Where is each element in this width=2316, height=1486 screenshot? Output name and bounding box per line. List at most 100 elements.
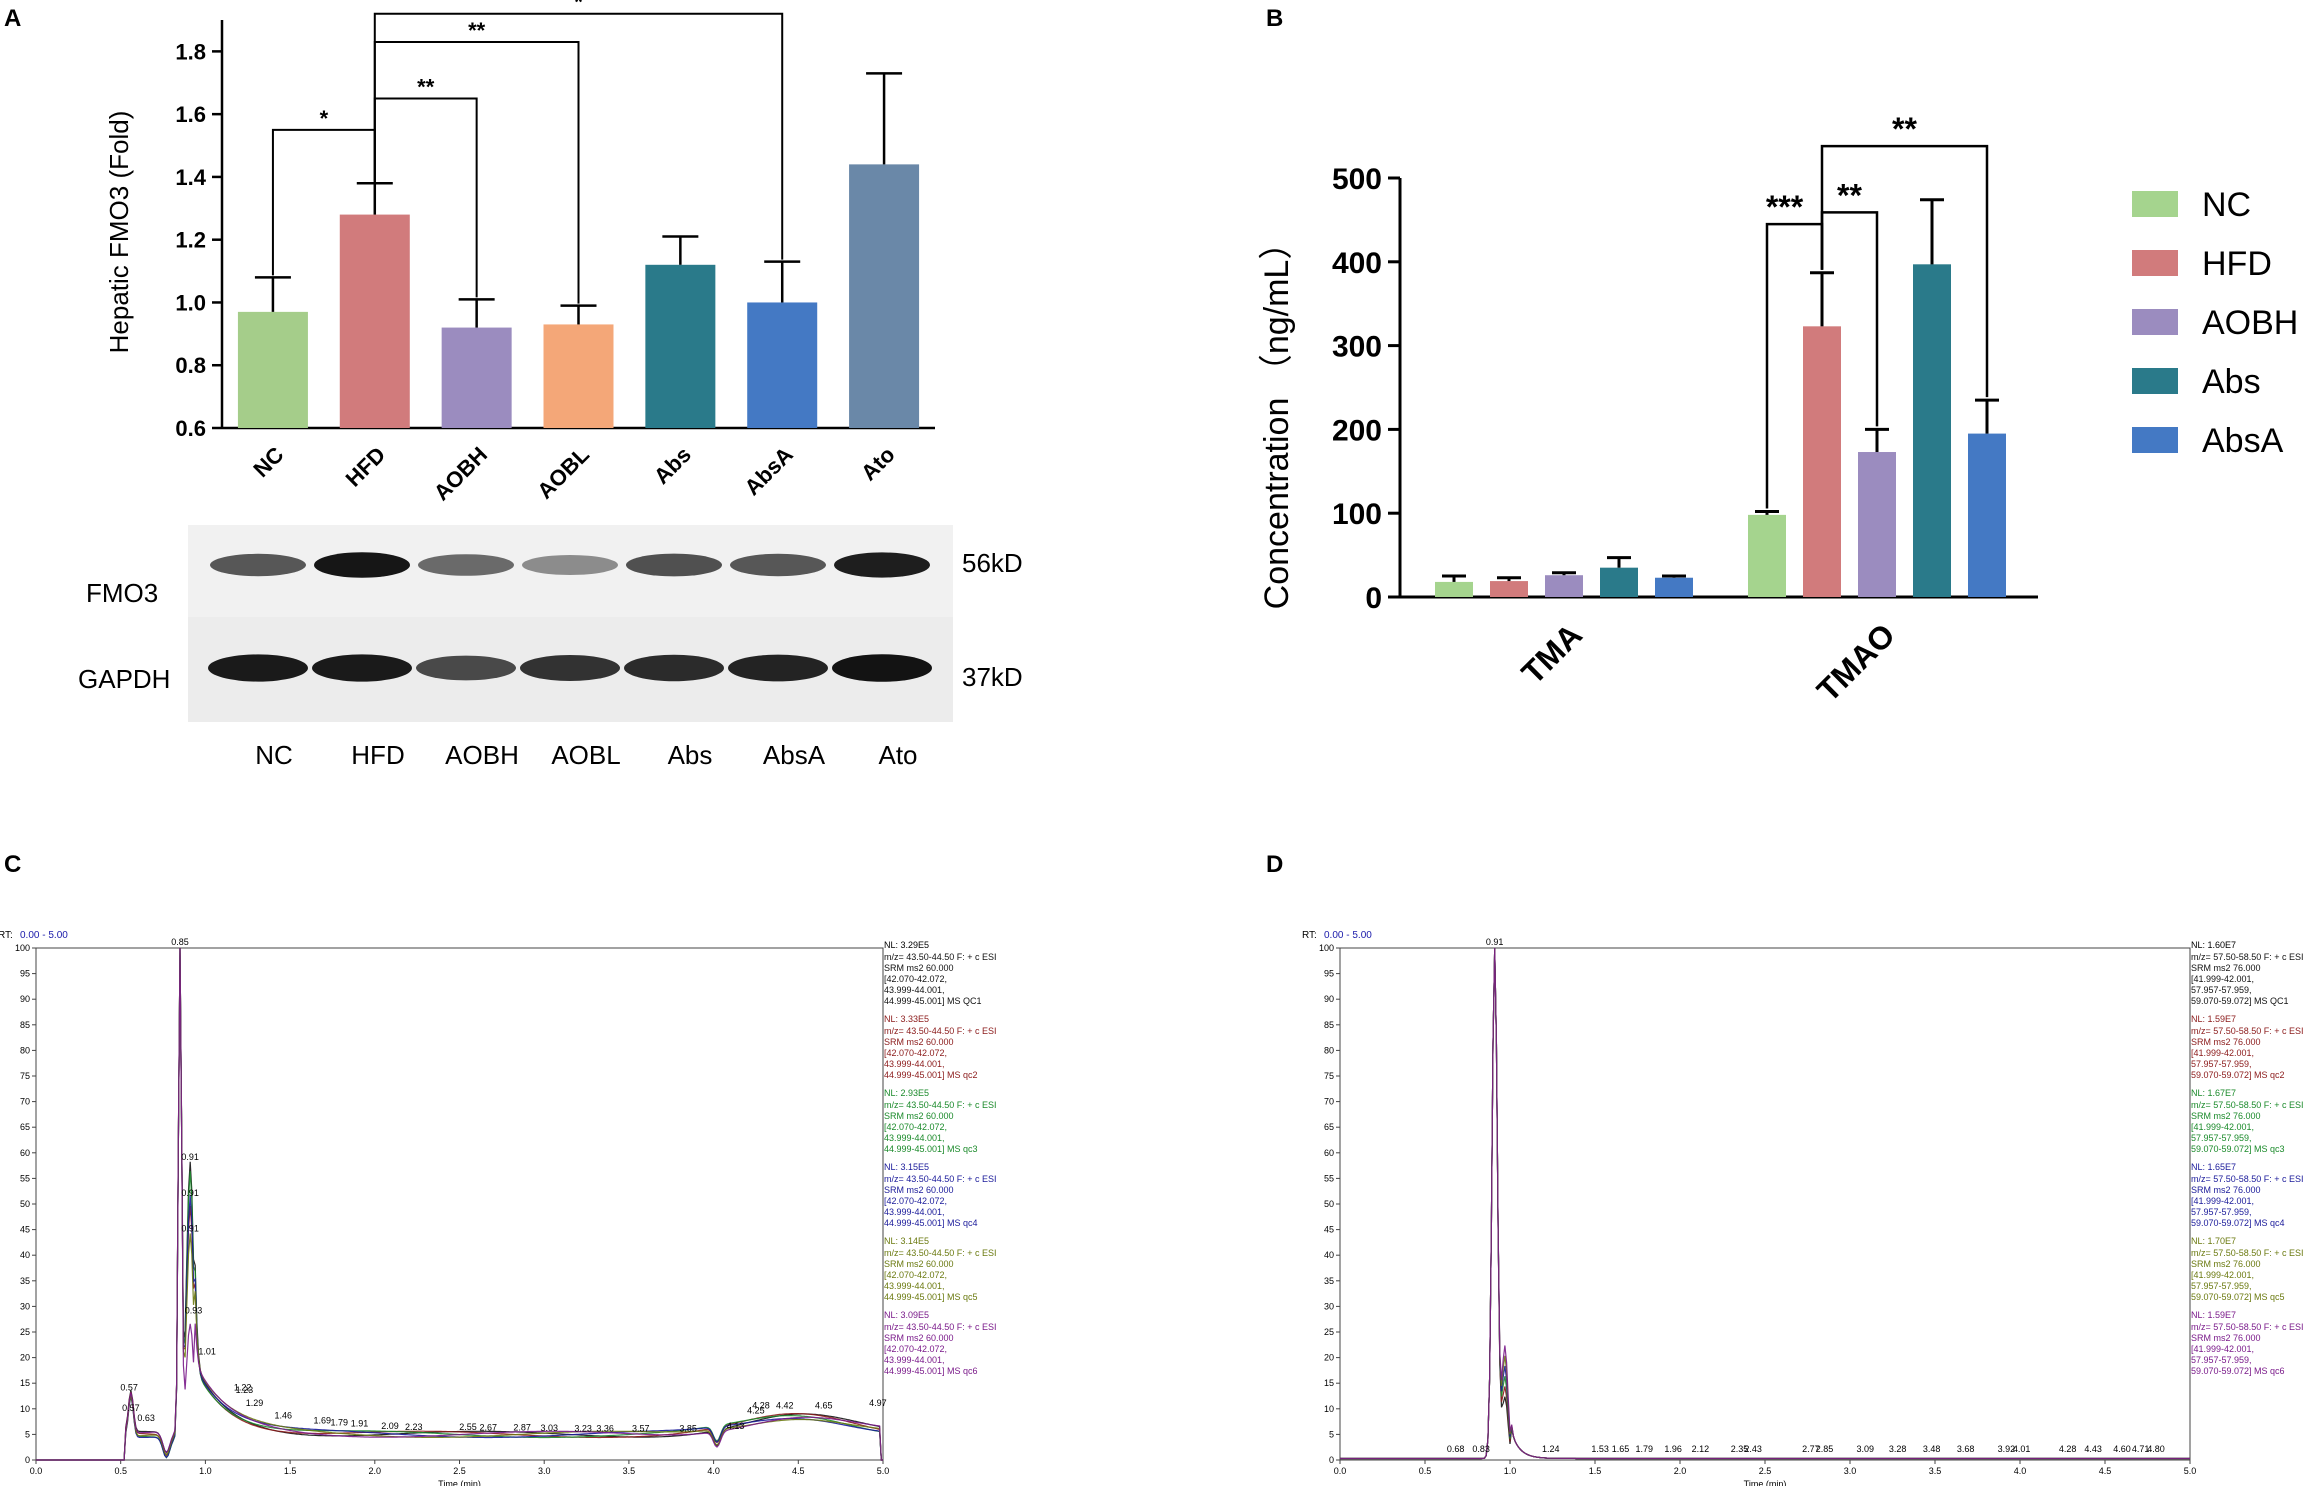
plot-frame bbox=[1339, 947, 2191, 1461]
x-tick-label: 1.5 bbox=[1589, 1466, 1602, 1476]
x-tick-label: 1.0 bbox=[199, 1466, 212, 1476]
fmo3-band bbox=[834, 552, 930, 578]
trace-filter-label: 43.999-44.001, bbox=[884, 1207, 945, 1217]
y-tick-label: 25 bbox=[20, 1327, 30, 1337]
peak-label: 2.23 bbox=[405, 1422, 423, 1432]
trace-line bbox=[36, 947, 883, 1461]
bar-tmao-aobh bbox=[1858, 452, 1896, 597]
panel-a-bar-chart: 0.6 0.8 1.0 1.2 1.4 1.6 1.8 Hepatic FMO3 (Fold)… bbox=[104, 0, 935, 505]
trace-nl-label: NL: 1.59E7 bbox=[2191, 1014, 2236, 1024]
peak-label: 1.24 bbox=[1542, 1444, 1560, 1454]
y-tick-label: 400 bbox=[1332, 247, 1382, 280]
legend-swatch-nc bbox=[2132, 191, 2178, 217]
trace-filter-label: 44.999-45.001] MS qc4 bbox=[884, 1218, 978, 1228]
trace-filter-label: SRM ms2 60.000 bbox=[884, 1333, 954, 1343]
y-tick-label: 1.2 bbox=[175, 228, 206, 253]
peak-label: 0.93 bbox=[185, 1306, 203, 1316]
gapdh-band bbox=[624, 654, 724, 682]
peak-label: 1.91 bbox=[351, 1418, 369, 1428]
trace-nl-label: NL: 1.59E7 bbox=[2191, 1310, 2236, 1320]
peak-label: 3.28 bbox=[1889, 1444, 1907, 1454]
peak-label: 4.13 bbox=[727, 1421, 745, 1431]
bar-aobl bbox=[543, 324, 614, 428]
significance-label: * bbox=[574, 0, 583, 15]
legend-label: Abs bbox=[2202, 363, 2261, 401]
blot-membrane-fmo3 bbox=[188, 525, 953, 620]
y-tick-label: 1.4 bbox=[175, 165, 206, 190]
trace-filter-label: [41.999-42.001, bbox=[2191, 1122, 2254, 1132]
y-tick-label: 0 bbox=[25, 1455, 30, 1465]
significance-bracket bbox=[1820, 144, 1989, 398]
y-tick-label: 30 bbox=[1324, 1301, 1334, 1311]
x-tick-label: 0.5 bbox=[1419, 1466, 1432, 1476]
y-tick-label: 35 bbox=[1324, 1276, 1334, 1286]
y-tick-label: 70 bbox=[20, 1097, 30, 1107]
y-tick-label: 40 bbox=[1324, 1250, 1334, 1260]
trace-filter-label: [42.070-42.072, bbox=[884, 974, 947, 984]
peak-label: 4.97 bbox=[869, 1398, 887, 1408]
trace-filter-label: m/z= 43.50-44.50 F: + c ESI bbox=[884, 952, 997, 962]
y-tick-label: 200 bbox=[1332, 414, 1382, 447]
significance-label: ** bbox=[1892, 111, 1917, 147]
trace-filter-label: [42.070-42.072, bbox=[884, 1196, 947, 1206]
trace-filter-label: 59.070-59.072] MS qc4 bbox=[2191, 1218, 2285, 1228]
peak-label: 0.57 bbox=[120, 1382, 138, 1392]
x-tick-label: 4.5 bbox=[792, 1466, 805, 1476]
peak-label: 4.25 bbox=[747, 1405, 765, 1415]
peak-label: 1.22 bbox=[234, 1382, 252, 1392]
x-tick-label: 0.5 bbox=[114, 1466, 127, 1476]
x-tick-label: TMA bbox=[1514, 616, 1588, 690]
trace-filter-label: SRM ms2 76.000 bbox=[2191, 1111, 2261, 1121]
blot-protein-label: GAPDH bbox=[78, 664, 170, 694]
trace-filter-label: 43.999-44.001, bbox=[884, 1355, 945, 1365]
fmo3-band bbox=[210, 553, 306, 577]
panel-b-bar-chart: 0 100 200 300 400 500 Concentration （ng/mL） TMA… bbox=[1258, 111, 2298, 708]
y-tick-label: 100 bbox=[1319, 943, 1334, 953]
significance-label: ** bbox=[1837, 177, 1862, 213]
y-tick-label: 1.6 bbox=[175, 102, 206, 127]
y-tick-label: 90 bbox=[20, 994, 30, 1004]
trace-nl-label: NL: 3.33E5 bbox=[884, 1014, 929, 1024]
trace-filter-label: [41.999-42.001, bbox=[2191, 1270, 2254, 1280]
bar-absa bbox=[747, 302, 818, 428]
y-tick-label: 25 bbox=[1324, 1327, 1334, 1337]
legend-swatch-abs bbox=[2132, 368, 2178, 394]
peak-label: 4.60 bbox=[2113, 1444, 2131, 1454]
panel-label-c: C bbox=[4, 851, 21, 878]
y-tick-label: 65 bbox=[1324, 1122, 1334, 1132]
y-tick-label: 100 bbox=[15, 943, 30, 953]
trace-line bbox=[1340, 947, 2190, 1460]
peak-label: 0.63 bbox=[137, 1413, 155, 1423]
trace-filter-label: SRM ms2 76.000 bbox=[2191, 1037, 2261, 1047]
fmo3-band bbox=[418, 554, 514, 576]
peak-label: 0.91 bbox=[181, 1188, 199, 1198]
peak-label: 3.92 bbox=[1998, 1444, 2016, 1454]
x-tick-label: 1.0 bbox=[1504, 1466, 1517, 1476]
trace-filter-label: 44.999-45.001] MS qc5 bbox=[884, 1292, 978, 1302]
blot-size-label: 56kD bbox=[962, 548, 1023, 578]
gapdh-band bbox=[832, 654, 932, 682]
trace-filter-label: SRM ms2 76.000 bbox=[2191, 1259, 2261, 1269]
y-tick-label: 95 bbox=[1324, 969, 1334, 979]
y-tick-label: 35 bbox=[20, 1276, 30, 1286]
y-tick-label: 65 bbox=[20, 1122, 30, 1132]
panel-label-b: B bbox=[1266, 5, 1283, 32]
peak-label: 0.83 bbox=[1472, 1444, 1490, 1454]
y-tick-label: 70 bbox=[1324, 1097, 1334, 1107]
peak-label: 2.35 bbox=[1731, 1444, 1749, 1454]
trace-filter-label: m/z= 57.50-58.50 F: + c ESI bbox=[2191, 1248, 2304, 1258]
trace-filter-label: m/z= 57.50-58.50 F: + c ESI bbox=[2191, 1026, 2304, 1036]
x-tick-label: 0.0 bbox=[30, 1466, 43, 1476]
bar-tma-nc bbox=[1435, 581, 1473, 597]
trace-line bbox=[36, 947, 883, 1461]
y-tick-label: 50 bbox=[20, 1199, 30, 1209]
x-tick-label: 3.0 bbox=[1844, 1466, 1857, 1476]
trace-filter-label: [42.070-42.072, bbox=[884, 1048, 947, 1058]
y-tick-label: 20 bbox=[20, 1353, 30, 1363]
significance-label: ** bbox=[417, 74, 435, 99]
peak-label: 3.68 bbox=[1957, 1444, 1975, 1454]
peak-label: 1.79 bbox=[330, 1417, 348, 1427]
peak-label: 1.53 bbox=[1591, 1444, 1609, 1454]
lane-label: Abs bbox=[668, 740, 713, 770]
